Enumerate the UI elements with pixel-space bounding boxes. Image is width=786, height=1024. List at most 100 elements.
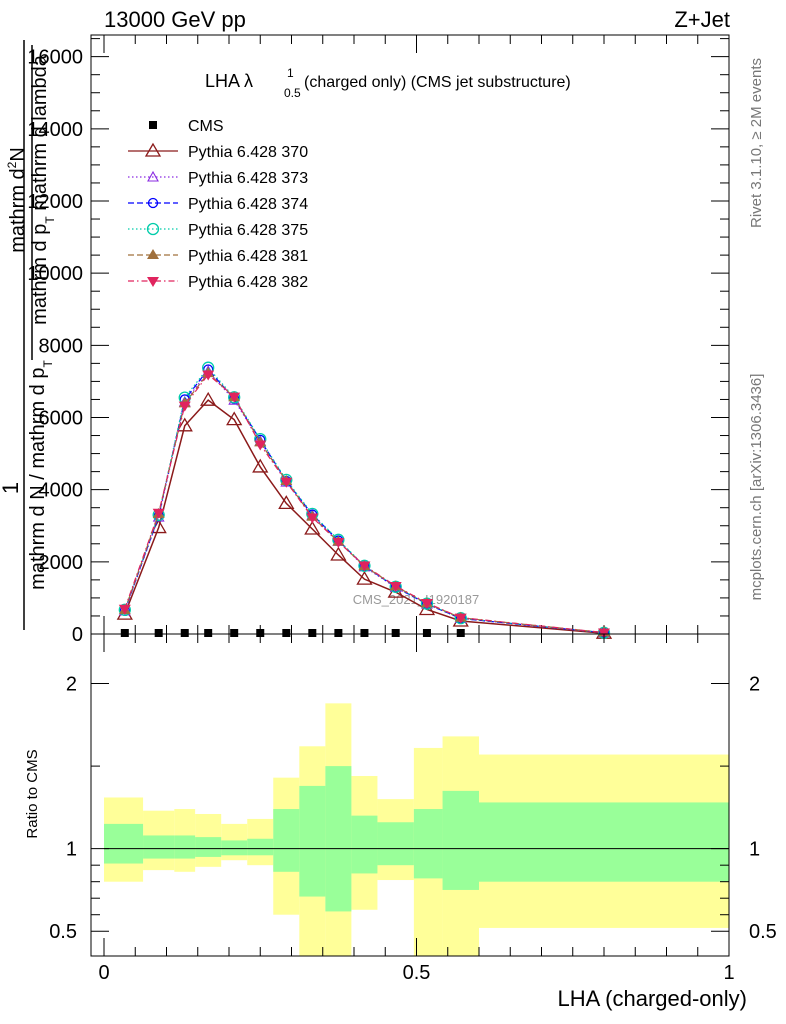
ylabel-upper-num-a: mathrm d bbox=[7, 168, 29, 252]
ratio-band-inner bbox=[143, 835, 175, 859]
data-point bbox=[334, 629, 343, 637]
ratio-band-inner bbox=[247, 838, 274, 856]
legend-label: Pythia 6.428 370 bbox=[188, 144, 308, 161]
main-ytick-label: 4000 bbox=[39, 480, 84, 502]
energy-label: 13000 GeV pp bbox=[104, 7, 246, 32]
ratio-xtick-label: 0.5 bbox=[403, 962, 431, 984]
legend-label: Pythia 6.428 374 bbox=[188, 196, 308, 213]
data-point bbox=[228, 392, 241, 403]
ratio-x-ticks: 0 0.5 1 bbox=[98, 634, 735, 984]
mcplots-label: mcplots.cern.ch [arXiv:1306.3436] bbox=[748, 374, 765, 601]
data-point bbox=[422, 629, 431, 637]
ratio-band-inner bbox=[442, 790, 479, 890]
data-point bbox=[456, 629, 465, 637]
data-point bbox=[306, 513, 319, 524]
legend-label: CMS bbox=[188, 118, 224, 135]
data-point bbox=[252, 458, 269, 473]
series-line bbox=[124, 366, 605, 634]
main-ytick-label: 8000 bbox=[39, 335, 84, 357]
data-point bbox=[278, 495, 295, 510]
ylabel-upper-num-b: N bbox=[7, 147, 29, 161]
data-point bbox=[280, 477, 293, 488]
ratio-bands bbox=[104, 703, 729, 956]
ratio-ytick-label-right: 0.5 bbox=[749, 921, 777, 943]
main-ytick-label: 10000 bbox=[27, 263, 83, 285]
legend-item: Pythia 6.428 382 bbox=[128, 274, 308, 291]
ratio-ytick-label: 2 bbox=[66, 674, 77, 696]
main-ytick-label: 12000 bbox=[27, 191, 83, 213]
main-series bbox=[116, 361, 613, 639]
data-point bbox=[226, 411, 243, 426]
data-point bbox=[356, 570, 373, 585]
svg-text:LHA λ: LHA λ bbox=[205, 71, 253, 91]
data-point bbox=[154, 629, 163, 637]
data-point bbox=[256, 629, 265, 637]
process-label: Z+Jet bbox=[674, 7, 730, 32]
ratio-band-inner bbox=[377, 822, 414, 866]
legend-marker bbox=[147, 197, 159, 209]
data-point bbox=[150, 519, 167, 534]
ratio-y-label: Ratio to CMS bbox=[24, 749, 41, 838]
data-point bbox=[332, 537, 345, 548]
data-point bbox=[230, 629, 239, 637]
legend-marker bbox=[149, 121, 157, 129]
ratio-band-inner bbox=[273, 809, 300, 872]
data-point bbox=[200, 391, 217, 406]
title-rest: (charged only) (CMS jet substructure) bbox=[304, 74, 571, 91]
ratio-panel: 0.5 0.5 1 1 2 2 0 0.5 1 Ratio to CMS LHA (charg… bbox=[24, 633, 777, 1011]
legend-label: Pythia 6.428 382 bbox=[188, 274, 308, 291]
ratio-band-inner bbox=[174, 835, 196, 859]
data-point bbox=[391, 629, 400, 637]
legend-label: Pythia 6.428 381 bbox=[188, 248, 308, 265]
ratio-ytick-label-right: 2 bbox=[749, 674, 760, 696]
data-point bbox=[454, 613, 467, 624]
ratio-frame bbox=[90, 633, 730, 957]
main-title: LHA λ 1 0.5 (charged only) (CMS jet subs… bbox=[205, 66, 571, 100]
legend-marker bbox=[147, 277, 159, 287]
series-6 bbox=[118, 370, 610, 639]
rivet-label: Rivet 3.1.10, ≥ 2M events bbox=[748, 58, 765, 228]
ratio-ytick-label: 1 bbox=[66, 839, 77, 861]
ratio-y-ticks: 0.5 0.5 1 1 2 2 bbox=[49, 674, 777, 944]
ratio-band-inner bbox=[104, 823, 144, 864]
data-point bbox=[282, 629, 291, 637]
main-y-label: 1 mathrm d2N mathrm d pT mathrm d lambda… bbox=[0, 40, 57, 630]
title-sub: 0.5 bbox=[284, 86, 301, 100]
data-point bbox=[120, 629, 129, 637]
main-panel: 2000 4000 6000 8000 10000 12000 14000 16000 0 CM… bbox=[27, 34, 730, 646]
data-point bbox=[180, 629, 189, 637]
ylabel-upper-den-b: mathrm d lambda bbox=[29, 54, 51, 216]
main-ytick-label: 2000 bbox=[39, 552, 84, 574]
ylabel-lower-den-a: mathrm d N bbox=[27, 485, 49, 589]
ylabel-lower-den-b: / mathrm d p bbox=[27, 368, 49, 486]
ylabel-lower-den-sub: T bbox=[41, 360, 55, 368]
ratio-ytick-label-right: 1 bbox=[749, 839, 760, 861]
data-point bbox=[176, 417, 193, 432]
series-0 bbox=[120, 629, 465, 637]
ratio-band-inner bbox=[413, 809, 443, 879]
data-point bbox=[360, 629, 369, 637]
main-y-ticks: 2000 4000 6000 8000 10000 12000 14000 16000 0 bbox=[27, 38, 729, 646]
ylabel-lower-den: mathrm d N / mathrm d pT bbox=[27, 360, 55, 590]
legend-marker bbox=[147, 249, 159, 259]
ratio-band-inner bbox=[299, 785, 326, 897]
ratio-ytick-label: 0.5 bbox=[49, 921, 77, 943]
ratio-band-inner bbox=[195, 837, 222, 857]
data-point bbox=[330, 546, 347, 561]
legend-label: Pythia 6.428 375 bbox=[188, 222, 308, 239]
ratio-band-inner bbox=[479, 802, 729, 882]
ylabel-one: 1 bbox=[0, 482, 23, 494]
legend-item: CMS bbox=[149, 118, 224, 135]
main-x-ticks bbox=[103, 35, 730, 634]
ratio-band-inner bbox=[221, 840, 248, 856]
data-point bbox=[304, 520, 321, 535]
main-ytick-label: 16000 bbox=[27, 47, 83, 69]
data-point bbox=[204, 629, 213, 637]
main-ytick-label-zero: 0 bbox=[72, 624, 83, 646]
ylabel-upper-den-sub: T bbox=[43, 216, 57, 224]
watermark: CMS_2021_I1920187 bbox=[353, 592, 480, 607]
legend-item: Pythia 6.428 375 bbox=[128, 222, 308, 239]
ylabel-upper-den-a: mathrm d p bbox=[29, 224, 51, 325]
main-frame bbox=[90, 34, 730, 635]
x-axis-label: LHA (charged-only) bbox=[557, 986, 747, 1011]
